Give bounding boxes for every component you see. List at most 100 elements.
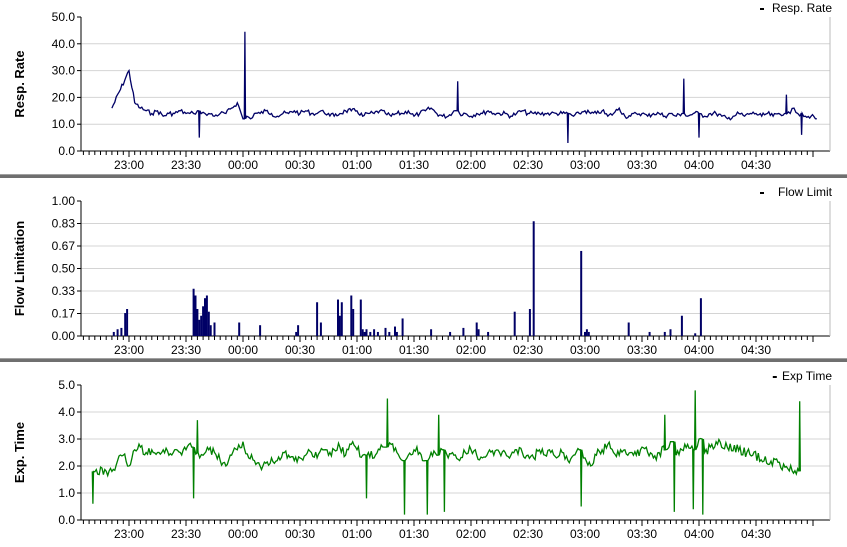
x-tick-label: 23:30 bbox=[171, 343, 201, 357]
series-line bbox=[91, 390, 801, 515]
chart-panel-exp: 0.0 1.0 2.0 3.0 4.0 5.0 23:00 23:30 00:00 00:30 01… bbox=[12, 369, 832, 541]
y-tick-label: 5.0 bbox=[58, 378, 75, 392]
x-tick-label: 01:00 bbox=[342, 158, 372, 172]
x-tick-label: 00:30 bbox=[285, 343, 315, 357]
y-tick-label: 2.0 bbox=[58, 459, 75, 473]
chart-panel-flow: 0.00 0.17 0.33 0.50 0.67 0.83 1.00 23:00 23:30 00… bbox=[12, 185, 833, 357]
data-bar bbox=[394, 326, 396, 336]
x-tick-label: 00:00 bbox=[228, 343, 258, 357]
x-tick-label: 04:30 bbox=[741, 158, 771, 172]
plot-area bbox=[81, 17, 830, 151]
legend-swatch bbox=[760, 8, 764, 10]
y-tick-label: 0.83 bbox=[52, 217, 76, 231]
data-bar bbox=[585, 329, 588, 336]
data-bar bbox=[699, 298, 702, 336]
x-tick-label: 00:30 bbox=[285, 527, 315, 541]
data-bar bbox=[202, 306, 205, 336]
data-bar bbox=[126, 309, 129, 336]
x-tick-label: 23:30 bbox=[171, 158, 201, 172]
y-tick-label: 0.00 bbox=[52, 329, 76, 343]
data-bar bbox=[196, 309, 199, 336]
x-tick-label: 03:00 bbox=[570, 158, 600, 172]
data-bar bbox=[112, 331, 115, 336]
data-bar bbox=[213, 322, 216, 336]
panel-separator bbox=[0, 174, 847, 178]
y-tick-label: 3.0 bbox=[58, 432, 75, 446]
y-tick-label: 0.0 bbox=[58, 513, 75, 527]
data-bar bbox=[207, 311, 210, 336]
y-tick-label: 20.0 bbox=[52, 90, 76, 104]
y-tick-label: 0.67 bbox=[52, 239, 76, 253]
x-tick-label: 01:00 bbox=[342, 343, 372, 357]
x-tick-label: 02:00 bbox=[456, 527, 486, 541]
data-bar bbox=[124, 313, 127, 336]
x-tick-label: 01:30 bbox=[399, 343, 429, 357]
x-tick-label: 03:30 bbox=[627, 343, 657, 357]
x-tick-label: 03:30 bbox=[627, 527, 657, 541]
data-bar bbox=[449, 331, 452, 336]
data-bar bbox=[200, 315, 203, 336]
legend-swatch bbox=[760, 192, 764, 194]
data-bar bbox=[430, 329, 433, 336]
x-tick-label: 00:00 bbox=[228, 158, 258, 172]
data-bar bbox=[194, 295, 197, 336]
x-tick-label: 23:00 bbox=[114, 158, 144, 172]
x-tick-label: 03:30 bbox=[627, 158, 657, 172]
x-tick-label: 23:30 bbox=[171, 527, 201, 541]
x-tick-label: 01:00 bbox=[342, 527, 372, 541]
y-tick-label: 0.0 bbox=[58, 144, 75, 158]
data-bar bbox=[259, 325, 262, 336]
data-bar bbox=[338, 315, 341, 336]
legend-label: Resp. Rate bbox=[772, 1, 832, 15]
data-bar bbox=[513, 311, 516, 336]
y-tick-label: 1.0 bbox=[58, 486, 75, 500]
data-bar bbox=[316, 302, 319, 336]
data-bar bbox=[680, 315, 683, 336]
y-tick-label: 30.0 bbox=[52, 64, 76, 78]
x-tick-label: 04:30 bbox=[741, 527, 771, 541]
x-tick-label: 00:00 bbox=[228, 527, 258, 541]
data-bar bbox=[587, 331, 590, 336]
data-bar bbox=[627, 322, 630, 336]
legend-swatch bbox=[772, 376, 777, 378]
data-bar bbox=[337, 299, 339, 336]
data-bar bbox=[376, 331, 379, 336]
y-tick-label: 50.0 bbox=[52, 10, 76, 24]
y-tick-label: 10.0 bbox=[52, 117, 76, 131]
data-bar bbox=[369, 331, 372, 336]
y-axis-title: Resp. Rate bbox=[12, 50, 27, 117]
x-tick-label: 02:30 bbox=[513, 158, 543, 172]
data-bar bbox=[487, 331, 490, 336]
x-tick-label: 04:00 bbox=[684, 527, 714, 541]
y-tick-label: 40.0 bbox=[52, 37, 76, 51]
y-axis-title: Exp. Time bbox=[12, 422, 27, 483]
chart-panel-resp: 0.0 10.0 20.0 30.0 40.0 50.0 23:00 23:30 00:00 00… bbox=[12, 1, 832, 172]
x-tick-label: 04:30 bbox=[741, 343, 771, 357]
y-tick-label: 0.17 bbox=[52, 307, 76, 321]
x-tick-label: 02:30 bbox=[513, 343, 543, 357]
y-tick-label: 0.50 bbox=[52, 262, 76, 276]
legend-label: Flow Limit bbox=[778, 185, 833, 199]
data-bar bbox=[584, 331, 586, 336]
data-bar bbox=[205, 295, 208, 336]
data-bar bbox=[384, 327, 387, 336]
data-bar bbox=[361, 329, 364, 336]
data-bar bbox=[373, 329, 376, 336]
panel-separator bbox=[0, 358, 847, 362]
x-tick-label: 02:30 bbox=[513, 527, 543, 541]
y-tick-label: 0.33 bbox=[52, 284, 76, 298]
data-bar bbox=[204, 298, 206, 336]
x-tick-label: 03:00 bbox=[570, 527, 600, 541]
x-tick-label: 23:00 bbox=[114, 343, 144, 357]
x-tick-label: 23:00 bbox=[114, 527, 144, 541]
data-bar bbox=[477, 329, 480, 336]
x-tick-label: 02:00 bbox=[456, 343, 486, 357]
data-bar bbox=[401, 318, 404, 336]
data-bar bbox=[395, 331, 398, 336]
data-bar bbox=[475, 322, 478, 336]
data-bar bbox=[663, 331, 666, 336]
data-bar bbox=[388, 331, 391, 336]
data-bar bbox=[580, 250, 583, 336]
data-bar bbox=[532, 221, 535, 336]
